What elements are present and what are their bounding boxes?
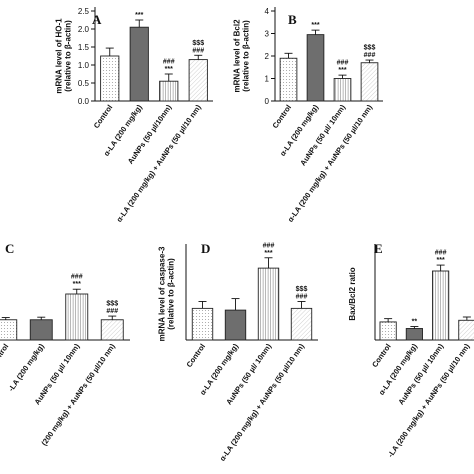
panel-c: Control-LA (200 mg/kg)***###AuNPs (50 µl… — [0, 241, 130, 447]
significance-label: *** — [311, 22, 319, 29]
significance-label: *** — [135, 12, 143, 19]
y-tick-label: 3 — [265, 30, 270, 39]
y-axis-label: mRNA level of Bcl2(relative to β-actin) — [233, 19, 251, 93]
y-tick-label: 1 — [265, 75, 270, 84]
significance-label: *** — [165, 66, 173, 73]
bar — [191, 307, 214, 341]
significance-label: ### — [163, 59, 175, 66]
significance-label: *** — [73, 281, 81, 288]
panel-d: mRNA level of caspase-3(relative to β-ac… — [158, 241, 318, 463]
bar — [458, 319, 474, 341]
y-axis-label: mRNA level of HO-1(relative to β-actin) — [55, 18, 73, 94]
y-tick-label: 2 — [265, 52, 270, 61]
bar — [188, 59, 208, 102]
category-label: (200 mg/kg) + AuNPs (50 µl/10 nm) — [39, 342, 117, 448]
category-label: Control — [370, 342, 393, 369]
bar — [100, 319, 124, 341]
panel-letter: B — [288, 12, 297, 27]
bar — [0, 319, 18, 341]
bar — [159, 80, 179, 102]
panel-letter: D — [201, 241, 210, 256]
y-tick-label: 2.5 — [78, 7, 90, 16]
category-label: Control — [184, 342, 207, 369]
significance-label: ### — [296, 293, 308, 300]
bar — [405, 328, 423, 341]
significance-label: ### — [263, 242, 275, 249]
bar — [224, 309, 247, 341]
panel-letter: C — [5, 241, 14, 256]
y-tick-label: 0.0 — [78, 97, 90, 106]
y-tick-label: 2.0 — [78, 25, 90, 34]
y-tick-label: 1.5 — [78, 43, 90, 52]
category-label: -LA (200 mg/kg) — [6, 342, 46, 393]
y-tick-label: 1.0 — [78, 61, 90, 70]
significance-label: $$$ — [296, 286, 308, 293]
bar — [290, 307, 313, 341]
category-label: Control — [270, 103, 293, 130]
y-tick-label: 0.5 — [78, 79, 90, 88]
bar — [100, 55, 120, 102]
bar — [379, 321, 397, 341]
significance-label: $$$ — [106, 301, 118, 308]
bar — [432, 270, 450, 341]
bar — [279, 57, 298, 102]
bar — [65, 293, 89, 341]
bar — [333, 78, 352, 102]
significance-label: ### — [337, 60, 349, 67]
y-tick-label: 0 — [265, 97, 270, 106]
panel-letter: A — [92, 12, 102, 27]
bar — [29, 319, 53, 341]
y-tick-label: 4 — [265, 7, 270, 16]
category-label: AuNPs (50 µl/ 10nm) — [396, 342, 445, 407]
significance-label: ### — [435, 250, 447, 257]
panel-b: 0 1 2 3 4 mRNA level of Bcl2(relative to β-ac… — [233, 7, 383, 224]
y-axis-label: Bax/Bcl2 ratio — [348, 267, 357, 320]
panel-a: 0.0 0.5 1.0 1.5 2.0 2.5 mRNA level of HO-1(rel… — [55, 7, 213, 224]
significance-label: *** — [264, 250, 272, 257]
significance-label: ** — [412, 319, 418, 326]
significance-label: $$$ — [192, 40, 204, 47]
significance-label: *** — [437, 257, 445, 264]
panel-letter: E — [374, 241, 383, 256]
category-label: Control — [92, 103, 115, 130]
bar — [129, 26, 149, 102]
significance-label: *** — [338, 67, 346, 74]
bar — [257, 267, 280, 341]
bar — [306, 34, 325, 102]
category-label: ontrol — [0, 342, 10, 365]
significance-label: ### — [192, 47, 204, 54]
bar — [360, 62, 379, 102]
significance-label: ### — [106, 308, 118, 315]
y-axis-label: mRNA level of caspase-3(relative to β-ac… — [158, 246, 176, 341]
significance-label: ### — [71, 274, 83, 281]
significance-label: ### — [364, 52, 376, 59]
significance-label: $$$ — [364, 45, 376, 52]
